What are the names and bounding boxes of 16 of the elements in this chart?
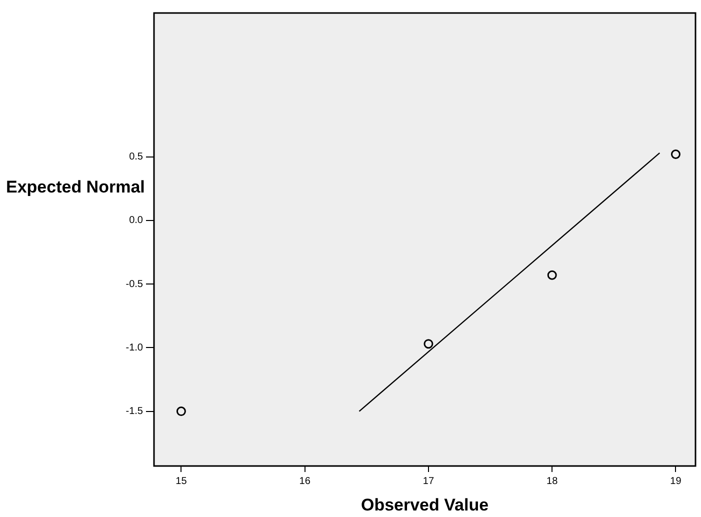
x-tick-label: 17 [422,476,434,487]
x-tick-label: 16 [299,476,311,487]
point [424,339,434,349]
y-tick-label: -0.5 [126,278,144,290]
y-tick-label: 0.5 [129,152,144,163]
x-axis-title: Observed Value [360,496,489,515]
y-tick-label: -1.5 [126,406,144,418]
y-tick-label: -1.0 [126,342,144,354]
point [547,270,557,280]
point [176,406,186,416]
x-tick-label: 15 [176,476,188,487]
x-tick-label: 19 [670,476,682,487]
x-tick-label: 18 [546,476,558,487]
y-tick-label: 0.0 [129,215,144,226]
point [670,149,680,159]
y-axis-title: Expected Normal [6,178,145,197]
